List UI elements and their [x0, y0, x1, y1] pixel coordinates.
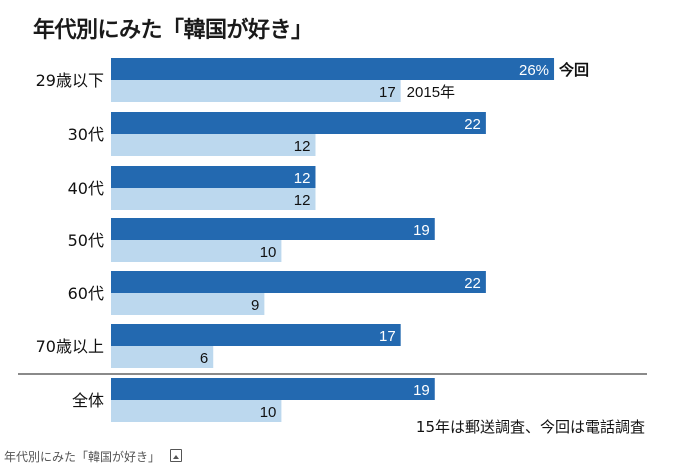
data-label: 19 — [413, 382, 430, 399]
data-label: 6 — [200, 350, 208, 367]
bar-current — [111, 218, 435, 240]
data-label: 12 — [294, 170, 311, 187]
data-label: 19 — [413, 222, 430, 239]
data-label: 17 — [379, 84, 396, 101]
bar-current — [111, 112, 486, 134]
category-label: 40代 — [68, 179, 104, 198]
data-label: 10 — [260, 404, 277, 421]
bar-2015 — [111, 134, 316, 156]
category-label: 70歳以上 — [36, 337, 104, 356]
bar-current — [111, 324, 401, 346]
category-label: 全体 — [72, 391, 104, 410]
data-label: 17 — [379, 328, 396, 345]
category-label: 30代 — [68, 125, 104, 144]
data-label: 22 — [464, 116, 481, 133]
bar-2015 — [111, 400, 282, 422]
caption-text: 年代別にみた「韓国が好き」 — [4, 450, 161, 464]
category-label: 50代 — [68, 231, 104, 250]
bar-2015 — [111, 346, 214, 368]
bar-2015 — [111, 80, 401, 102]
bar-2015 — [111, 188, 316, 210]
data-label: 9 — [251, 297, 259, 314]
bar-2015 — [111, 240, 282, 262]
image-icon[interactable] — [170, 449, 182, 462]
bar-2015 — [111, 293, 265, 315]
bar-current — [111, 378, 435, 400]
legend-2015: 2015年 — [407, 84, 455, 101]
legend-current: 今回 — [558, 61, 589, 79]
data-label: 10 — [260, 244, 277, 261]
data-label: 26% — [519, 62, 549, 79]
bar-current — [111, 58, 555, 80]
bar-current — [111, 271, 486, 293]
data-label: 12 — [294, 138, 311, 155]
data-label: 12 — [294, 192, 311, 209]
survey-note: 15年は郵送調査、今回は電話調査 — [416, 418, 645, 436]
chart-title: 年代別にみた「韓国が好き」 — [33, 18, 313, 43]
bar-current — [111, 166, 316, 188]
category-label: 60代 — [68, 284, 104, 303]
category-label: 29歳以下 — [36, 71, 104, 90]
data-label: 22 — [464, 275, 481, 292]
